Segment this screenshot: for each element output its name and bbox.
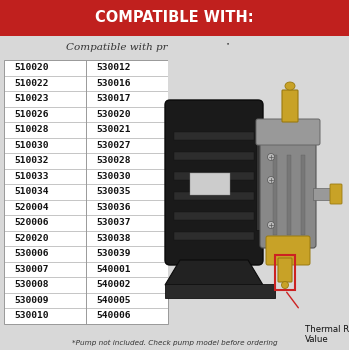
Text: COMPATIBLE WITH:: COMPATIBLE WITH: — [95, 10, 254, 26]
Text: 510022: 510022 — [14, 79, 49, 88]
FancyBboxPatch shape — [282, 90, 298, 122]
Ellipse shape — [267, 154, 275, 161]
FancyBboxPatch shape — [266, 236, 310, 265]
Text: 530017: 530017 — [96, 94, 131, 103]
Bar — [256, 135, 270, 230]
Text: 530038: 530038 — [96, 234, 131, 243]
Text: 510023: 510023 — [14, 94, 49, 103]
Ellipse shape — [282, 281, 289, 288]
Bar — [190, 173, 230, 195]
FancyBboxPatch shape — [260, 142, 316, 248]
FancyBboxPatch shape — [330, 184, 342, 204]
Text: 540001: 540001 — [96, 265, 131, 274]
Bar — [174, 212, 254, 220]
Bar — [273, 155, 277, 235]
Text: 510032: 510032 — [14, 156, 49, 165]
Bar — [168, 45, 345, 295]
Text: 530037: 530037 — [96, 218, 131, 227]
Text: 530007: 530007 — [14, 265, 49, 274]
Bar — [174, 132, 254, 140]
Bar — [174, 232, 254, 240]
Text: 530035: 530035 — [96, 187, 131, 196]
Text: 520006: 520006 — [14, 218, 49, 227]
Text: 530028: 530028 — [96, 156, 131, 165]
Text: 530027: 530027 — [96, 141, 131, 150]
Text: 530012: 530012 — [96, 63, 131, 72]
Text: 530016: 530016 — [96, 79, 131, 88]
Bar — [313, 188, 335, 200]
Text: 540005: 540005 — [96, 296, 131, 305]
Bar — [275, 255, 295, 290]
Bar — [301, 155, 305, 235]
Text: 520020: 520020 — [14, 234, 49, 243]
Text: Compatible with pressure washer pumps: Compatible with pressure washer pumps — [67, 42, 282, 51]
FancyBboxPatch shape — [278, 258, 292, 282]
Text: 510030: 510030 — [14, 141, 49, 150]
Text: 510033: 510033 — [14, 172, 49, 181]
Ellipse shape — [267, 176, 275, 183]
Text: 520004: 520004 — [14, 203, 49, 212]
FancyBboxPatch shape — [256, 119, 320, 145]
Bar — [165, 284, 275, 298]
Bar — [0, 0, 349, 36]
Bar — [4, 60, 168, 323]
Bar — [174, 192, 254, 200]
FancyBboxPatch shape — [165, 100, 263, 265]
Polygon shape — [165, 260, 263, 285]
Text: 530010: 530010 — [14, 311, 49, 320]
Bar — [174, 172, 254, 180]
Text: 530008: 530008 — [14, 280, 49, 289]
Text: 530036: 530036 — [96, 203, 131, 212]
Text: 510026: 510026 — [14, 110, 49, 119]
Text: 510034: 510034 — [14, 187, 49, 196]
Bar — [174, 152, 254, 160]
Text: 530021: 530021 — [96, 125, 131, 134]
Text: 530006: 530006 — [14, 249, 49, 258]
Text: 510020: 510020 — [14, 63, 49, 72]
Text: 530039: 530039 — [96, 249, 131, 258]
Text: 530030: 530030 — [96, 172, 131, 181]
Text: Thermal Relief
Value: Thermal Relief Value — [305, 325, 349, 344]
Ellipse shape — [267, 222, 275, 229]
Text: 540006: 540006 — [96, 311, 131, 320]
Text: 530009: 530009 — [14, 296, 49, 305]
Text: *Pump not included. Check pump model before ordering: *Pump not included. Check pump model bef… — [72, 340, 277, 346]
Text: 540002: 540002 — [96, 280, 131, 289]
Text: 530020: 530020 — [96, 110, 131, 119]
Bar — [287, 155, 291, 235]
Text: 510028: 510028 — [14, 125, 49, 134]
Ellipse shape — [285, 82, 295, 90]
